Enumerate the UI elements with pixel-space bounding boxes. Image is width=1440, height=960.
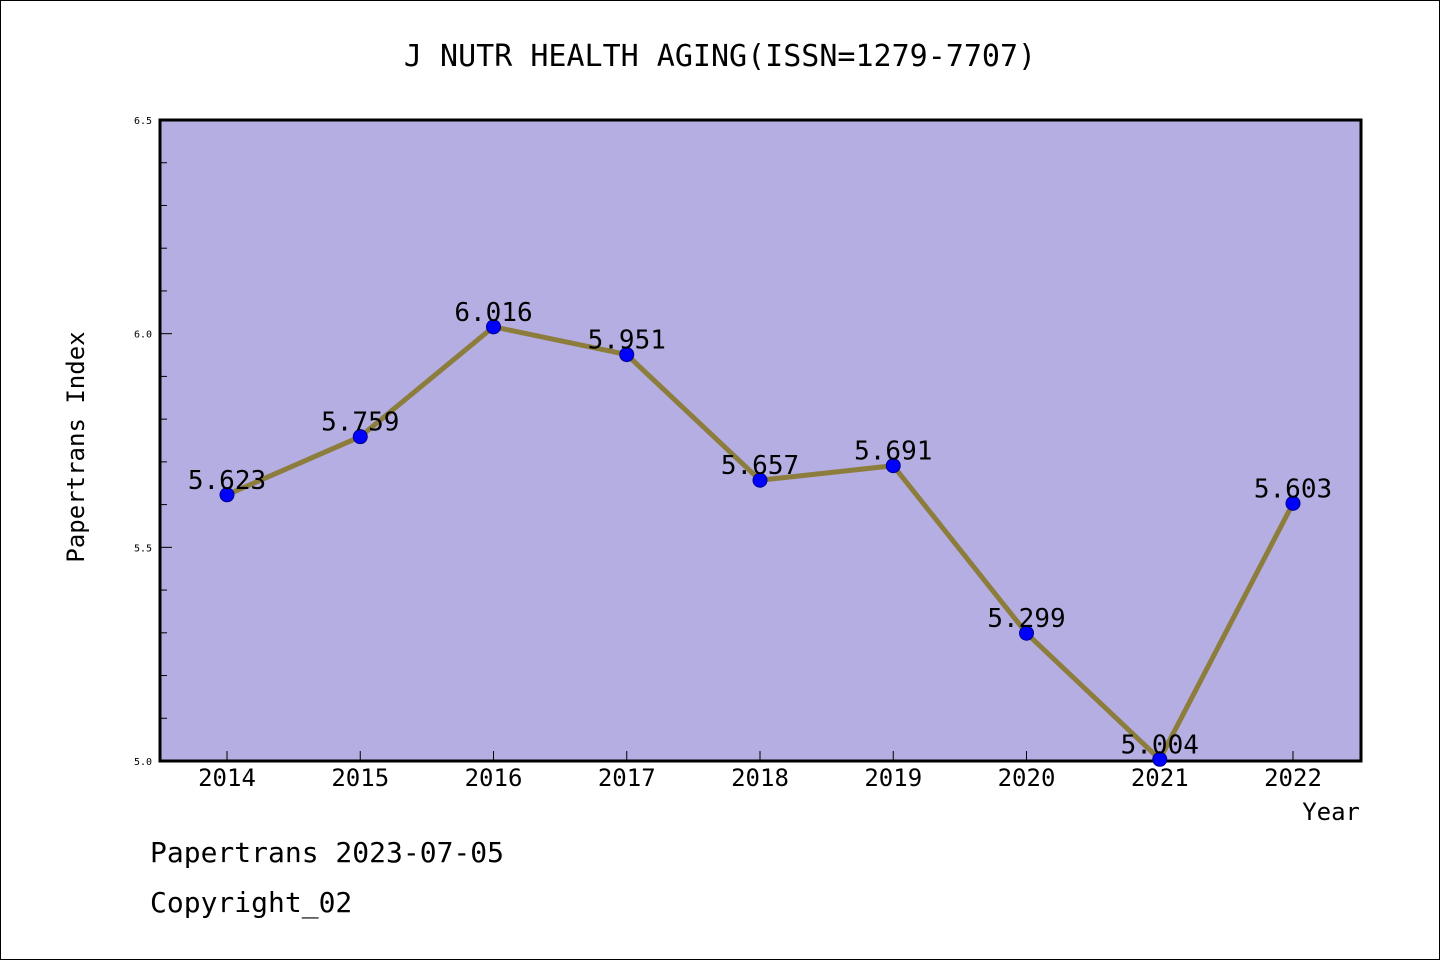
y-tick-label: 5.5 <box>134 543 152 554</box>
data-label: 5.603 <box>1254 474 1332 504</box>
data-label: 5.623 <box>188 466 266 496</box>
data-point <box>752 472 768 488</box>
x-tick-label: 2016 <box>465 764 523 792</box>
data-point <box>1152 751 1168 767</box>
x-tick-label: 2020 <box>998 764 1056 792</box>
data-point <box>1285 495 1301 511</box>
y-axis-label: Papertrans Index <box>62 331 90 562</box>
data-label: 5.657 <box>721 451 799 481</box>
data-point <box>619 347 635 363</box>
data-point <box>885 458 901 474</box>
x-axis: 2014 2015 2016 2017 2018 2019 2020 2021 2022 <box>198 751 1322 792</box>
data-label: 5.299 <box>987 604 1065 634</box>
y-tick-label: 6.0 <box>134 330 152 341</box>
x-tick-label: 2019 <box>864 764 922 792</box>
plot-area <box>158 118 1363 763</box>
data-label: 5.691 <box>854 437 932 467</box>
x-axis-label: Year <box>1302 798 1360 826</box>
x-tick-label: 2018 <box>731 764 789 792</box>
x-tick-label: 2014 <box>198 764 256 792</box>
data-label: 5.759 <box>321 408 399 438</box>
data-point <box>352 429 368 445</box>
chart-title: J NUTR HEALTH AGING(ISSN=1279-7707) <box>404 39 1036 74</box>
data-point <box>486 319 501 335</box>
series-line-group: 5.623 5.759 6.016 5.951 5.657 5.691 5.299 5.004… <box>188 298 1332 767</box>
x-tick-label: 2021 <box>1131 764 1189 792</box>
y-tick-label: 6.5 <box>134 116 152 127</box>
x-tick-label: 2017 <box>598 764 656 792</box>
data-label: 6.016 <box>454 298 532 328</box>
x-tick-label: 2015 <box>331 764 389 792</box>
data-label: 5.004 <box>1121 730 1199 760</box>
footer-date: Papertrans 2023-07-05 <box>150 836 505 869</box>
y-tick-label: 5.0 <box>134 757 152 768</box>
x-tick-label: 2022 <box>1264 764 1322 792</box>
data-label: 5.951 <box>588 326 666 356</box>
y-axis: 5.0 5.5 6.0 6.5 <box>134 116 172 768</box>
data-point <box>219 487 235 503</box>
footer-copyright: Copyright_02 <box>150 886 353 919</box>
data-point <box>1019 625 1034 641</box>
